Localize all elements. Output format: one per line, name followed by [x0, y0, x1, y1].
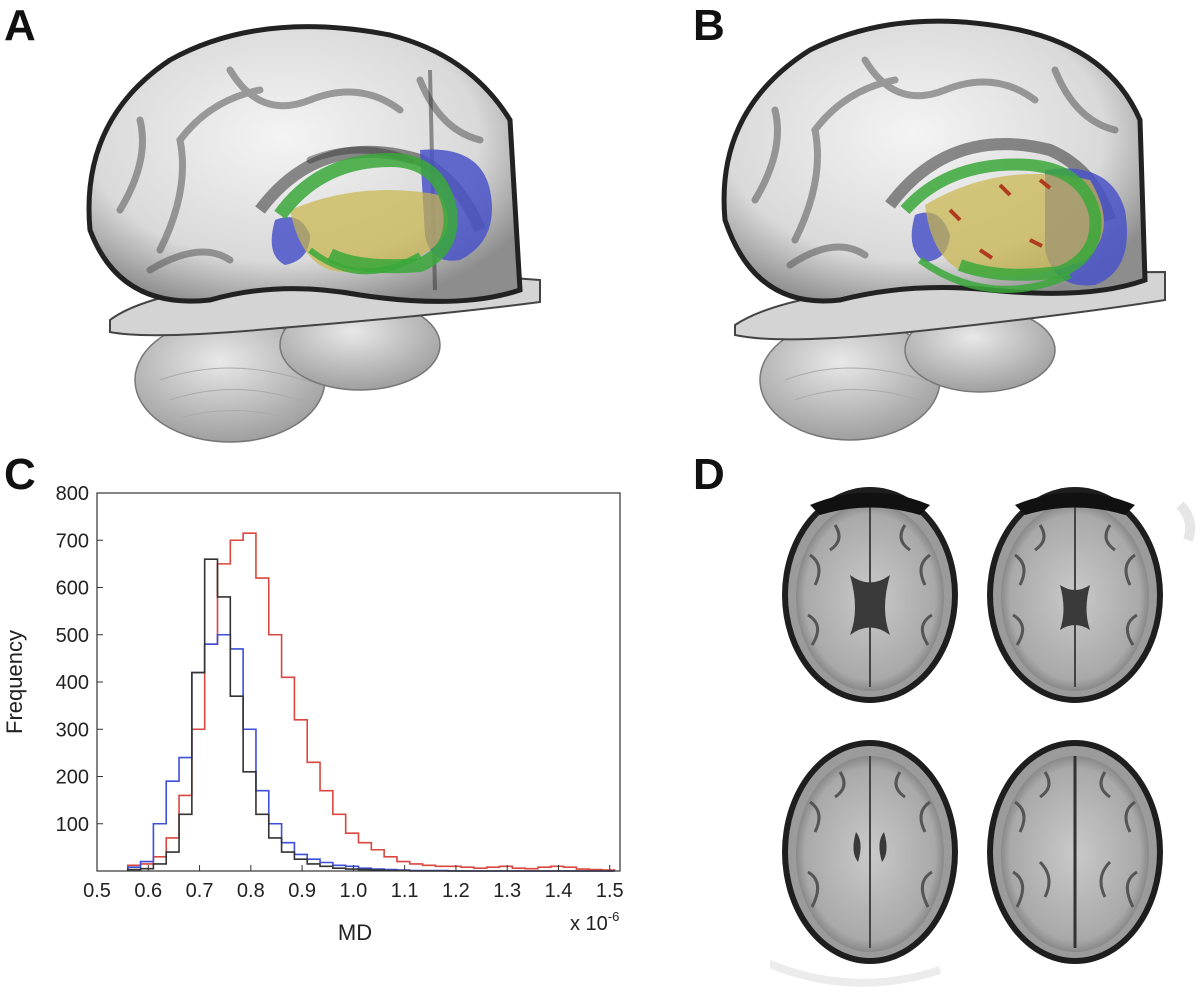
tract-green-a [274, 152, 458, 275]
tract-yellow-a [290, 190, 448, 273]
mri-slice-2 [987, 487, 1163, 703]
x-tick-label: 1.1 [391, 880, 419, 902]
panel-letter-d: D [693, 450, 725, 499]
y-tick-label: 600 [56, 578, 89, 600]
brain-render-b [721, 18, 1166, 441]
tract-yellow-b [925, 173, 1104, 277]
histogram-series-3 [126, 558, 615, 872]
y-axis-label: Frequency [2, 630, 27, 734]
x-tick-label: 0.5 [83, 880, 111, 902]
x-tick-label: 1.0 [339, 880, 367, 902]
mri-slice-3 [782, 740, 958, 964]
axial-slices [770, 487, 1196, 987]
panel-letter-b: B [693, 1, 725, 50]
histogram-series-1 [126, 532, 616, 871]
x-axis-label: MD [338, 920, 372, 945]
x-tick-label: 1.2 [442, 880, 470, 902]
plot-frame [96, 492, 621, 872]
series-layer [126, 532, 616, 872]
y-tick-label: 200 [56, 767, 89, 789]
y-tick-labels: 100 200 300 400 500 600 700 800 [56, 483, 103, 836]
mri-slice-1 [782, 487, 958, 703]
x-tick-label: 0.8 [237, 880, 265, 902]
y-tick-label: 800 [56, 483, 89, 505]
y-tick-label: 100 [56, 814, 89, 836]
x-multiplier: x 10-6 [570, 909, 619, 935]
x-tick-label: 0.7 [186, 880, 214, 902]
histogram-series-2 [126, 633, 615, 872]
y-tick-label: 500 [56, 625, 89, 647]
y-tick-label: 700 [56, 530, 89, 552]
x-tick-label: 0.9 [288, 880, 316, 902]
x-tick-label: 0.6 [134, 880, 162, 902]
x-tick-labels: 0.5 0.6 0.7 0.8 0.9 1.0 1.1 1.2 1.3 1.4 1.5 [83, 865, 624, 902]
panel-letter-a: A [4, 1, 36, 50]
x-tick-label: 1.3 [493, 880, 521, 902]
tract-green-b [900, 158, 1102, 293]
mri-slice-4 [987, 740, 1163, 964]
md-histogram: 0.5 0.6 0.7 0.8 0.9 1.0 1.1 1.2 1.3 1.4 1.5 100 200… [2, 483, 624, 945]
x-tick-label: 1.5 [596, 880, 624, 902]
background-arc [770, 959, 942, 987]
overlap-red-b [948, 178, 1052, 260]
panel-letter-c: C [4, 450, 36, 499]
brain-render-a [86, 24, 541, 443]
y-tick-label: 400 [56, 672, 89, 694]
y-tick-label: 300 [56, 719, 89, 741]
x-tick-label: 1.4 [545, 880, 573, 902]
background-arc [1176, 501, 1196, 542]
